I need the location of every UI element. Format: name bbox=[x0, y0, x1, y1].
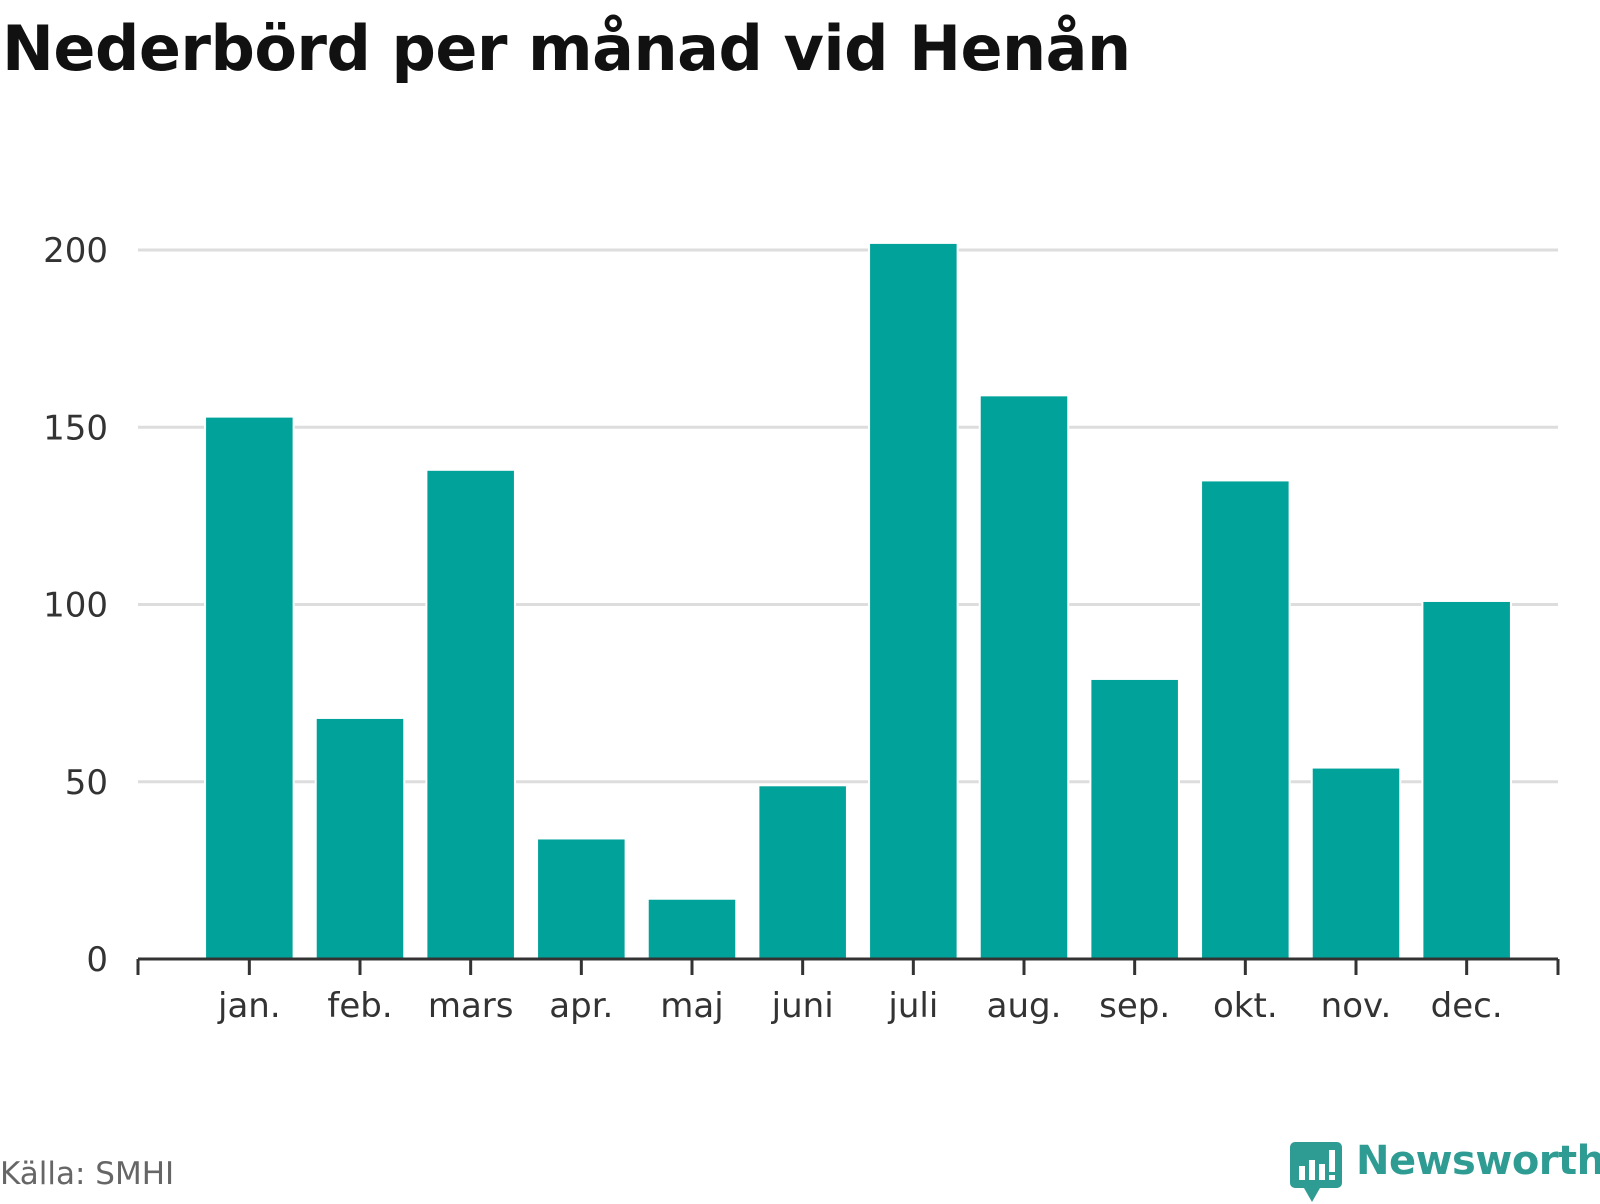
bar bbox=[425, 468, 516, 960]
bar-chart: 0 50 100 150 200 jan. feb. mars apr. maj juni juli… bbox=[43, 231, 1560, 1026]
bar bbox=[204, 415, 295, 960]
x-tick-label: jan. bbox=[217, 986, 281, 1026]
bar bbox=[314, 716, 406, 960]
chart-title: Nederbörd per månad vid Henån bbox=[2, 12, 1131, 85]
bar bbox=[978, 394, 1070, 961]
x-tick-label: juni bbox=[771, 986, 834, 1026]
bar bbox=[646, 897, 738, 960]
bar bbox=[868, 241, 959, 961]
brand-name: Newsworthy bbox=[1356, 1138, 1600, 1184]
x-tick-label: juli bbox=[887, 986, 938, 1026]
x-tick-label: mars bbox=[428, 986, 514, 1026]
x-tick-label: okt. bbox=[1213, 986, 1278, 1026]
x-axis bbox=[136, 957, 1560, 975]
bar bbox=[757, 784, 848, 960]
x-tick-label: nov. bbox=[1321, 986, 1392, 1026]
bar bbox=[1310, 766, 1402, 960]
brand-logo: Newsworthy bbox=[1290, 1138, 1600, 1202]
y-tick-label: 200 bbox=[43, 231, 108, 271]
gridlines bbox=[138, 248, 1558, 784]
bar bbox=[536, 837, 627, 960]
x-tick-label: dec. bbox=[1431, 986, 1503, 1026]
x-tick-label: aug. bbox=[987, 986, 1062, 1026]
y-axis-tick-labels: 0 50 100 150 200 bbox=[43, 231, 108, 980]
bar-chart-speech-bubble-icon bbox=[1290, 1142, 1342, 1202]
y-tick-label: 0 bbox=[86, 940, 108, 980]
x-axis-tick-labels: jan. feb. mars apr. maj juni juli aug. sep. okt. n… bbox=[217, 986, 1503, 1026]
y-tick-label: 50 bbox=[65, 763, 108, 803]
bar bbox=[1089, 677, 1180, 960]
x-tick-label: sep. bbox=[1099, 986, 1170, 1026]
bars bbox=[204, 241, 1512, 961]
x-tick-label: maj bbox=[660, 986, 723, 1026]
bar bbox=[1200, 479, 1291, 960]
source-note: Källa: SMHI bbox=[0, 1156, 175, 1192]
x-tick-label: feb. bbox=[327, 986, 392, 1026]
x-tick-label: apr. bbox=[549, 986, 613, 1026]
bar bbox=[1421, 599, 1512, 961]
y-tick-label: 150 bbox=[43, 408, 108, 448]
y-tick-label: 100 bbox=[43, 586, 108, 626]
